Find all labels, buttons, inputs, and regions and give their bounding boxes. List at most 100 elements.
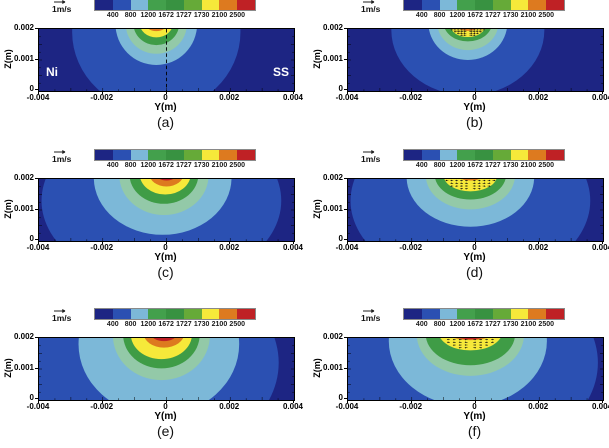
velocity-vector-icon xyxy=(475,30,479,33)
y-axis-tick-mark xyxy=(35,398,38,399)
x-axis-tick-label: 0.004 xyxy=(282,402,304,411)
colorbar-tick-label: 800 xyxy=(124,12,137,19)
velocity-vector-icon xyxy=(473,338,477,341)
velocity-vector-icon xyxy=(472,30,476,33)
x-axis-tick-mark xyxy=(293,401,294,403)
vector-scale-key: 1m/s xyxy=(52,308,96,323)
colorbar-segment xyxy=(421,309,440,319)
x-axis-tick-mark xyxy=(410,242,412,244)
colorbar xyxy=(403,149,565,161)
velocity-vector-icon xyxy=(472,32,476,35)
velocity-vector-icon xyxy=(455,179,459,182)
y-axis-tick-label: 0.002 xyxy=(322,23,343,32)
colorbar-tick-label: 2500 xyxy=(229,162,246,169)
y-axis-title: Z(m) xyxy=(312,358,322,378)
y-axis-tick-mark xyxy=(344,337,347,338)
colorbar-tick-label: 2100 xyxy=(520,162,537,169)
velocity-vector-icon xyxy=(478,30,482,33)
velocity-vector-icon xyxy=(450,29,454,31)
vector-scale-key: 1m/s xyxy=(52,0,96,14)
contour-band-orange xyxy=(459,29,477,31)
colorbar-tick-label: 1672 xyxy=(158,12,174,19)
velocity-vector-icon xyxy=(487,179,491,182)
x-axis-tick-mark xyxy=(229,242,231,244)
vector-arrow-icon xyxy=(363,0,375,4)
y-axis-tick-label: 0.002 xyxy=(13,173,34,182)
colorbar-segment xyxy=(237,0,256,10)
velocity-vector-icon xyxy=(456,30,460,33)
contour-band-orange xyxy=(150,179,183,187)
colorbar-segment xyxy=(183,0,202,10)
contour-band-red xyxy=(153,338,175,342)
velocity-vector-icon xyxy=(464,185,468,187)
velocity-vector-icon xyxy=(469,30,473,33)
contour-plot xyxy=(347,337,604,401)
velocity-vector-icon xyxy=(487,185,491,187)
colorbar-tick-label: 2100 xyxy=(211,162,228,169)
x-axis-tick-mark xyxy=(101,242,103,244)
velocity-vector-icon xyxy=(464,179,468,182)
y-axis-tick-mark xyxy=(344,28,347,29)
velocity-vector-icon xyxy=(446,338,450,341)
velocity-vector-icon xyxy=(452,344,456,346)
y-axis-tick-mark xyxy=(344,368,347,369)
colorbar-tick-label: 1727 xyxy=(176,12,192,19)
velocity-vector-icon xyxy=(452,341,456,344)
contour-band-yellow xyxy=(451,29,485,38)
contour-band-yellow xyxy=(444,179,497,192)
x-axis-tick-mark xyxy=(347,92,348,94)
y-axis-tick-label: 0.002 xyxy=(322,332,343,341)
velocity-vector-icon xyxy=(475,32,479,35)
vector-arrow-icon xyxy=(54,309,66,313)
y-axis-tick-mark xyxy=(344,239,347,240)
colorbar-tick-label: 1672 xyxy=(158,321,174,328)
vector-scale-key: 1m/s xyxy=(361,149,405,164)
colorbar-segment xyxy=(510,309,529,319)
x-axis-tick-label: 0 xyxy=(472,93,477,102)
velocity-vector-icon xyxy=(472,182,476,185)
colorbar-segment xyxy=(130,0,149,10)
colorbar-segment xyxy=(201,0,220,10)
colorbar-segment xyxy=(183,150,202,160)
colorbar-tick-label: 2500 xyxy=(229,12,246,19)
velocity-vector-icon xyxy=(460,29,464,31)
velocity-vector-icon xyxy=(469,32,473,35)
velocity-vector-icon xyxy=(460,32,464,35)
velocity-vector-icon xyxy=(445,179,449,182)
y-axis-tick-label: 0 xyxy=(338,84,343,93)
velocity-vector-icon xyxy=(452,338,456,341)
colorbar-segment xyxy=(439,150,458,160)
y-axis-tick-mark xyxy=(35,28,38,29)
y-axis-tick-mark xyxy=(35,209,38,210)
colorbar-segment xyxy=(219,0,238,10)
y-axis-tick-mark xyxy=(344,178,347,179)
colorbar-tick-label: 800 xyxy=(433,321,446,328)
colorbar-tick-label: 1727 xyxy=(485,162,501,169)
x-axis-tick-label: -0.002 xyxy=(399,243,423,252)
velocity-vector-icon xyxy=(475,29,479,31)
x-axis-title: Y(m) xyxy=(463,252,486,263)
x-axis-tick-mark xyxy=(38,242,39,244)
x-axis-title: Y(m) xyxy=(154,252,177,263)
y-axis-tick-label: 0 xyxy=(29,393,34,402)
colorbar-tick-label: 1727 xyxy=(176,162,192,169)
x-axis-tick-mark xyxy=(165,242,167,244)
velocity-vector-icon xyxy=(453,29,457,31)
vector-scale-label: 1m/s xyxy=(52,4,72,14)
colorbar-segment xyxy=(421,150,440,160)
colorbar-segment xyxy=(112,150,131,160)
velocity-vector-icon xyxy=(464,182,468,185)
colorbar-segment xyxy=(112,0,131,10)
contour-band-yellow xyxy=(440,338,501,351)
x-axis-tick-label: 0 xyxy=(163,402,168,411)
x-axis-tick-label: -0.004 xyxy=(26,93,50,102)
colorbar-segment xyxy=(219,309,238,319)
velocity-vector-icon xyxy=(482,179,486,182)
velocity-vector-icon xyxy=(455,185,459,187)
colorbar-tick-label: 800 xyxy=(433,162,446,169)
colorbar-segment xyxy=(95,150,113,160)
x-axis-tick-mark xyxy=(38,92,39,94)
x-axis-tick-mark xyxy=(538,92,540,94)
colorbar-segment xyxy=(219,150,238,160)
velocity-vector-icon xyxy=(472,185,476,187)
